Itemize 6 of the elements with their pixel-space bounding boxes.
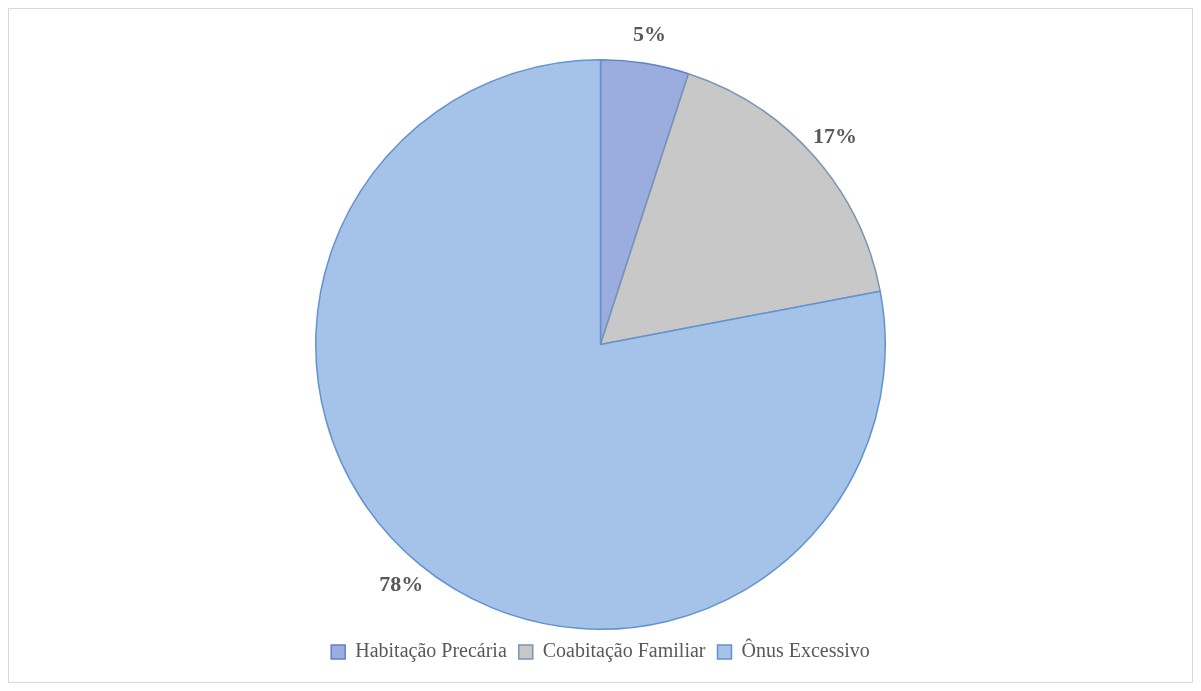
legend-label: Ônus Excessivo	[741, 638, 870, 662]
data-label: 17%	[813, 123, 858, 149]
data-label: 5%	[632, 21, 666, 47]
legend-label: Habitação Precária	[355, 639, 507, 663]
data-label: 78%	[379, 571, 424, 597]
legend-label: Coabitação Familiar	[542, 639, 706, 663]
